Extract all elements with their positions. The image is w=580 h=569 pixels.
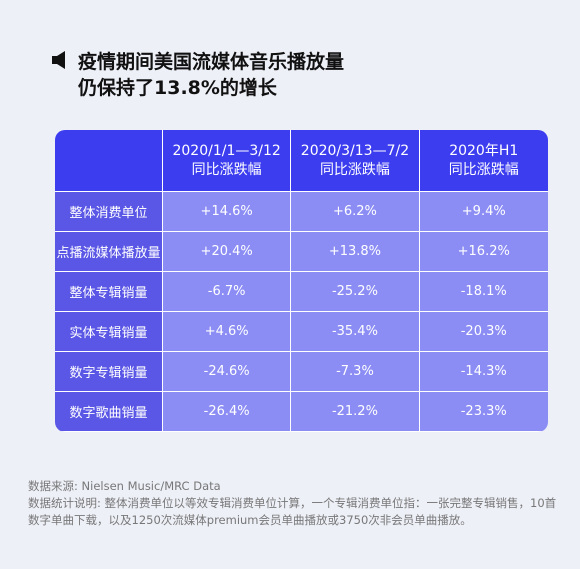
cell-value: +13.8%: [291, 232, 420, 272]
header-text: 2020/3/13—7/2: [300, 142, 410, 159]
cell-value: -25.2%: [291, 272, 420, 312]
cell-value: +4.6%: [163, 312, 292, 352]
title-line: 仍保持了13.8%的增长: [78, 77, 277, 99]
cell-value: +6.2%: [291, 192, 420, 232]
source: 数据来源: Nielsen Music/MRC Data: [28, 479, 221, 493]
cell-value: +9.4%: [419, 192, 548, 232]
row-label: 整体专辑销量: [55, 272, 163, 312]
note: 数据统计说明: 整体消费单位以等效专辑消费单位计算，一个专辑消费单位指：一张完整…: [28, 496, 557, 527]
cell-value: +20.4%: [163, 232, 292, 272]
cell-value: -14.3%: [419, 352, 548, 392]
row-label: 数字歌曲销量: [55, 392, 163, 432]
cell-value: -24.6%: [163, 352, 292, 392]
cell-value: -26.4%: [163, 392, 292, 432]
cell-value: -18.1%: [419, 272, 548, 312]
cell-value: -23.3%: [419, 392, 548, 432]
header-text: 2020/1/1—3/12: [172, 142, 281, 159]
speaker-icon: [52, 51, 65, 69]
header-text: 2020年H1: [449, 142, 519, 159]
row-label: 点播流媒体播放量: [55, 232, 163, 272]
cell-value: -35.4%: [291, 312, 420, 352]
row-label: 整体消费单位: [55, 192, 163, 232]
cell-value: +14.6%: [163, 192, 292, 232]
header-row: 2020/1/1—3/12 同比涨跌幅 2020/3/13—7/2 同比涨跌幅 2020…: [55, 130, 548, 192]
header-text: 同比涨跌幅: [448, 161, 519, 178]
table-row: 整体专辑销量 -6.7% -25.2% -18.1%: [55, 272, 548, 312]
cell-value: -7.3%: [291, 352, 420, 392]
table-row: 数字歌曲销量 -26.4% -21.2% -23.3%: [55, 392, 548, 432]
cell-value: -6.7%: [163, 272, 292, 312]
row-label: 实体专辑销量: [55, 312, 163, 352]
header-cell: [55, 130, 163, 192]
row-label: 数字专辑销量: [55, 352, 163, 392]
title-line: 疫情期间美国流媒体音乐播放量: [78, 51, 345, 73]
cell-value: +16.2%: [419, 232, 548, 272]
table-row: 实体专辑销量 +4.6% -35.4% -20.3%: [55, 312, 548, 352]
table-row: 数字专辑销量 -24.6% -7.3% -14.3%: [55, 352, 548, 392]
header-cell: 2020/3/13—7/2 同比涨跌幅: [291, 130, 420, 192]
cell-value: -20.3%: [419, 312, 548, 352]
header-text: 同比涨跌幅: [319, 161, 390, 178]
cell-value: -21.2%: [291, 392, 420, 432]
header-cell: 2020年H1 同比涨跌幅: [419, 130, 548, 192]
table: 2020/1/1—3/12 同比涨跌幅 2020/3/13—7/2 同比涨跌幅 2020…: [55, 130, 548, 432]
header-text: 同比涨跌幅: [191, 161, 262, 178]
table-row: 整体消费单位 +14.6% +6.2% +9.4%: [55, 192, 548, 232]
header-cell: 2020/1/1—3/12 同比涨跌幅: [163, 130, 292, 192]
table-row: 点播流媒体播放量 +20.4% +13.8% +16.2%: [55, 232, 548, 272]
